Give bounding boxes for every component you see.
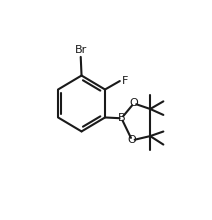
Text: Br: Br — [75, 45, 87, 55]
Text: O: O — [129, 98, 138, 108]
Text: F: F — [122, 76, 129, 86]
Text: B: B — [118, 113, 125, 123]
Text: O: O — [128, 135, 137, 145]
